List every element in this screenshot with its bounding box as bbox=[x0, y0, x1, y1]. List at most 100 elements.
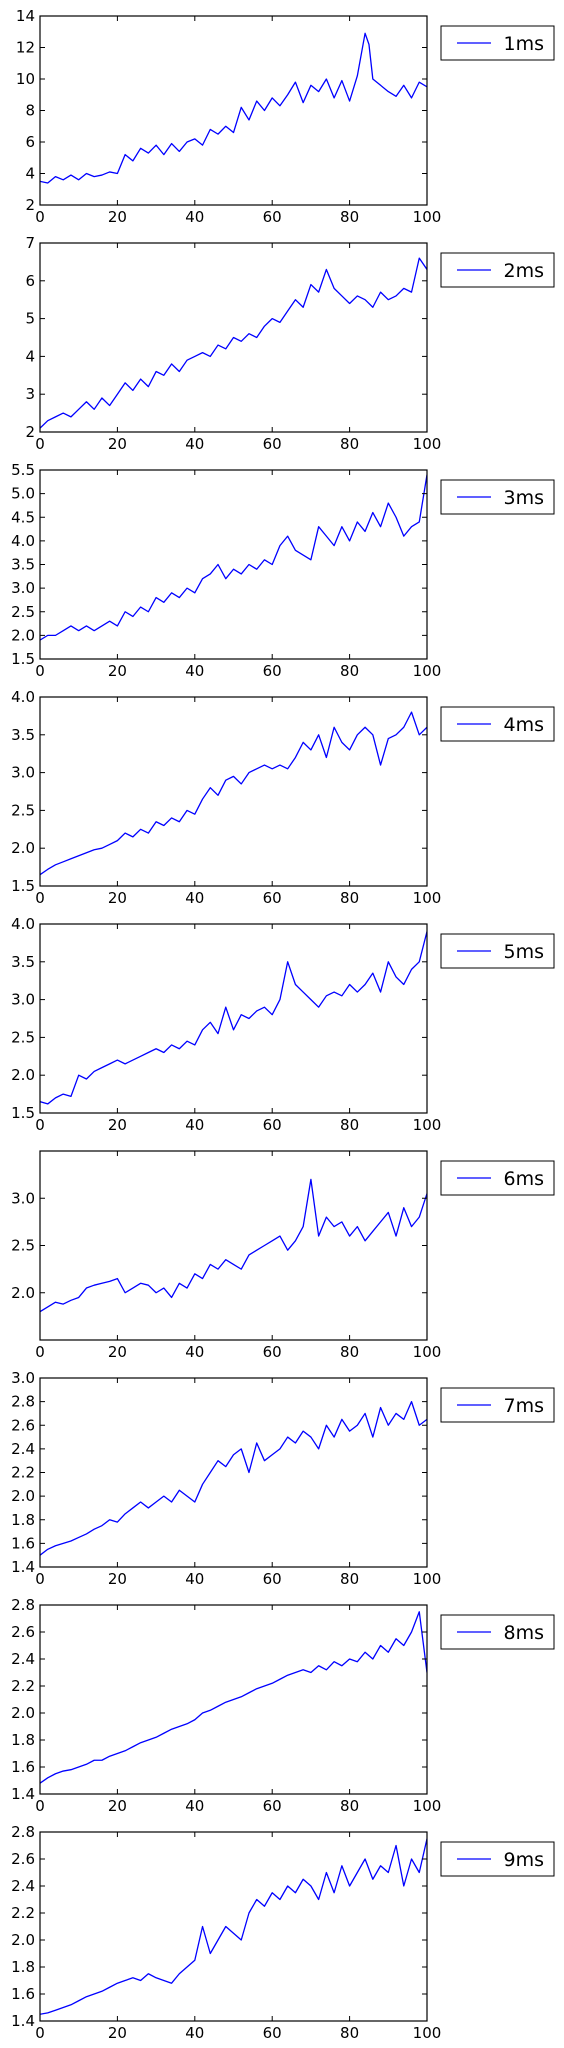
chart-panel: 0 20 40 60 80 100 2 3 4 5 6 7 2ms bbox=[25, 234, 555, 453]
y-tick-label: 1.4 bbox=[11, 1785, 35, 1803]
y-tick-label: 2.8 bbox=[11, 1596, 35, 1614]
y-tick-label: 2.0 bbox=[11, 839, 35, 857]
x-tick-label: 20 bbox=[108, 1570, 127, 1588]
chart-panel: 0 20 40 60 80 100 1.4 1.6 1.8 2.0 2.2 2.4 2.6 2.8 8ms bbox=[11, 1596, 555, 1815]
x-tick-label: 0 bbox=[35, 1343, 45, 1361]
chart-panel: 0 20 40 60 80 100 1.5 2.0 2.5 3.0 3.5 4.0 4ms bbox=[11, 688, 555, 907]
y-tick-label: 10 bbox=[16, 70, 35, 88]
x-tick-label: 80 bbox=[340, 1116, 359, 1134]
x-tick-label: 80 bbox=[340, 1570, 359, 1588]
x-tick-label: 40 bbox=[185, 208, 204, 226]
axes-frame bbox=[39, 242, 428, 433]
x-tick-label: 0 bbox=[35, 1797, 45, 1815]
y-tick-label: 1.8 bbox=[11, 1958, 35, 1976]
y-tick-label: 4 bbox=[25, 347, 35, 365]
chart-panel: 0 20 40 60 80 100 2.0 2.5 3.0 6ms bbox=[11, 1150, 555, 1361]
x-tick-label: 20 bbox=[108, 435, 127, 453]
y-tick-label: 3.5 bbox=[11, 556, 35, 574]
x-tick-label: 80 bbox=[340, 435, 359, 453]
chart-panel: 0 20 40 60 80 100 1.4 1.6 1.8 2.0 2.2 2.4 2.6 2.8 9ms bbox=[11, 1823, 555, 2042]
axes-frame bbox=[39, 1150, 428, 1341]
y-tick-label: 6 bbox=[25, 133, 35, 151]
y-tick-label: 2.8 bbox=[11, 1823, 35, 1841]
series-line bbox=[40, 1838, 427, 2015]
y-tick-label: 4.0 bbox=[11, 688, 35, 706]
legend-label: 7ms bbox=[504, 1395, 545, 1417]
legend-label: 8ms bbox=[504, 1622, 545, 1644]
axes-frame bbox=[39, 1604, 428, 1795]
x-tick-label: 100 bbox=[413, 1570, 442, 1588]
legend-label: 9ms bbox=[504, 1849, 545, 1871]
x-tick-label: 40 bbox=[185, 1343, 204, 1361]
legend-label: 5ms bbox=[504, 941, 545, 963]
x-tick-label: 20 bbox=[108, 1343, 127, 1361]
x-tick-label: 20 bbox=[108, 889, 127, 907]
y-tick-label: 3.5 bbox=[11, 726, 35, 744]
x-tick-label: 20 bbox=[108, 1116, 127, 1134]
axes-frame bbox=[39, 923, 428, 1114]
y-tick-label: 2.2 bbox=[11, 1677, 35, 1695]
y-tick-label: 4.0 bbox=[11, 532, 35, 550]
x-tick-label: 80 bbox=[340, 889, 359, 907]
x-tick-label: 20 bbox=[108, 208, 127, 226]
y-tick-label: 2.5 bbox=[11, 801, 35, 819]
legend-label: 3ms bbox=[504, 487, 545, 509]
series-line bbox=[40, 1400, 427, 1556]
legend-label: 4ms bbox=[504, 714, 545, 736]
y-tick-label: 1.6 bbox=[11, 1534, 35, 1552]
x-tick-label: 60 bbox=[263, 1797, 282, 1815]
chart-panel: 0 20 40 60 80 100 1.5 2.0 2.5 3.0 3.5 4.0 5ms bbox=[11, 915, 555, 1134]
x-tick-label: 40 bbox=[185, 662, 204, 680]
legend-box bbox=[440, 25, 555, 61]
series-line bbox=[40, 711, 427, 876]
y-tick-label: 2.4 bbox=[11, 1877, 35, 1895]
x-tick-label: 60 bbox=[263, 435, 282, 453]
y-tick-label: 2.5 bbox=[11, 1028, 35, 1046]
y-tick-label: 3.0 bbox=[11, 1369, 35, 1387]
series-line bbox=[40, 1611, 427, 1784]
x-tick-label: 100 bbox=[413, 208, 442, 226]
x-tick-label: 100 bbox=[413, 1797, 442, 1815]
series-line bbox=[40, 257, 427, 429]
x-tick-label: 100 bbox=[413, 889, 442, 907]
y-tick-label: 2.4 bbox=[11, 1650, 35, 1668]
chart-panel: 0 20 40 60 80 100 1.5 2.0 2.5 3.0 3.5 4.0 4.5 5.0 5.5 3… bbox=[11, 461, 555, 680]
y-tick-label: 3.0 bbox=[11, 1189, 35, 1207]
y-tick-label: 2.6 bbox=[11, 1623, 35, 1641]
x-tick-label: 60 bbox=[263, 662, 282, 680]
y-tick-label: 4 bbox=[25, 165, 35, 183]
y-tick-label: 3.0 bbox=[11, 991, 35, 1009]
y-tick-label: 8 bbox=[25, 102, 35, 120]
y-tick-label: 3.5 bbox=[11, 953, 35, 971]
y-tick-label: 14 bbox=[16, 7, 35, 25]
y-tick-label: 7 bbox=[25, 234, 35, 252]
x-tick-label: 60 bbox=[263, 889, 282, 907]
y-tick-label: 2.0 bbox=[11, 626, 35, 644]
x-tick-label: 0 bbox=[35, 2024, 45, 2042]
y-tick-label: 2.4 bbox=[11, 1440, 35, 1458]
x-tick-label: 20 bbox=[108, 2024, 127, 2042]
y-tick-label: 5 bbox=[25, 310, 35, 328]
y-tick-label: 1.4 bbox=[11, 1558, 35, 1576]
x-tick-label: 40 bbox=[185, 1797, 204, 1815]
y-tick-label: 3.0 bbox=[11, 764, 35, 782]
x-tick-label: 60 bbox=[263, 2024, 282, 2042]
x-tick-label: 0 bbox=[35, 1570, 45, 1588]
x-tick-label: 80 bbox=[340, 662, 359, 680]
y-tick-label: 12 bbox=[16, 39, 35, 57]
axes-frame bbox=[39, 1377, 428, 1568]
x-tick-label: 0 bbox=[35, 208, 45, 226]
x-tick-label: 80 bbox=[340, 1343, 359, 1361]
y-tick-label: 2.0 bbox=[11, 1704, 35, 1722]
x-tick-label: 40 bbox=[185, 1116, 204, 1134]
y-tick-label: 3.0 bbox=[11, 579, 35, 597]
chart-panel: 0 20 40 60 80 100 2 4 6 8 10 12 14 1ms bbox=[16, 7, 555, 226]
y-tick-label: 1.8 bbox=[11, 1731, 35, 1749]
legend-label: 1ms bbox=[504, 33, 545, 55]
y-tick-label: 2.5 bbox=[11, 603, 35, 621]
series-line bbox=[40, 474, 427, 641]
y-tick-label: 1.5 bbox=[11, 877, 35, 895]
y-tick-label: 2 bbox=[25, 196, 35, 214]
x-tick-label: 80 bbox=[340, 1797, 359, 1815]
